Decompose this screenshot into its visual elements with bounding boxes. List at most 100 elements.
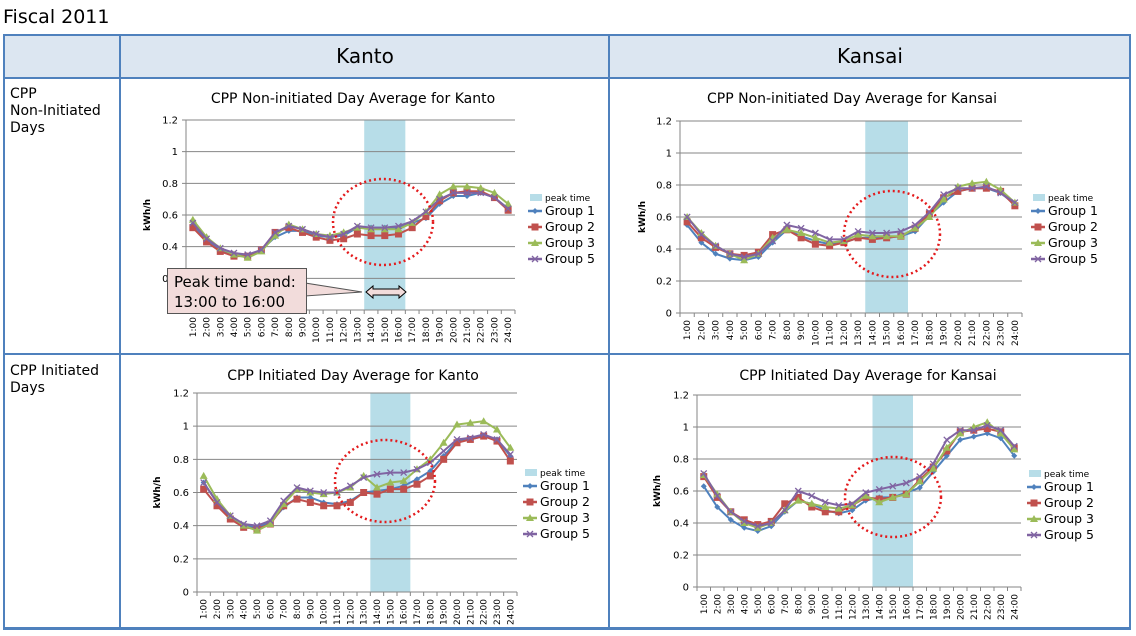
group3-marker	[493, 425, 501, 433]
group5-marker	[808, 492, 816, 500]
group3-marker	[466, 418, 475, 426]
group5-marker	[463, 189, 471, 197]
group2-marker	[426, 472, 434, 480]
x-tick-label: 19:00	[440, 599, 450, 625]
group5-marker	[911, 221, 919, 229]
group5-marker	[490, 194, 498, 202]
x-tick-label: 3:00	[216, 317, 226, 337]
table-border-top	[4, 34, 1130, 36]
group5-marker	[340, 230, 348, 238]
legend-label: Group 2	[540, 494, 590, 509]
x-tick-label: 24:00	[1011, 320, 1021, 346]
x-tick-label: 21:00	[466, 599, 476, 625]
group5-marker	[449, 189, 457, 197]
group3-marker	[797, 229, 806, 236]
x-tick-label: 11:00	[826, 320, 836, 346]
group1-marker	[712, 250, 719, 257]
legend-label: Group 3	[1044, 511, 1094, 526]
y-tick-label: 0	[666, 309, 672, 320]
group3-marker	[1030, 515, 1038, 522]
x-tick-label: 19:00	[943, 594, 953, 620]
group2-marker	[531, 223, 539, 231]
group2-marker	[312, 233, 320, 241]
group2-marker	[360, 489, 368, 496]
group2-marker	[326, 236, 334, 244]
group2-marker	[954, 187, 962, 195]
legend-label: Group 1	[1044, 479, 1094, 494]
group1-marker	[741, 524, 748, 531]
legend-label: Group 5	[540, 526, 590, 541]
group5-marker	[826, 235, 834, 243]
group5-marker	[1011, 199, 1019, 207]
x-tick-label: 15:00	[883, 320, 893, 346]
highlight-circle	[333, 438, 437, 524]
x-tick-label: 15:00	[381, 317, 391, 343]
group3-marker	[435, 190, 444, 198]
group5-marker	[367, 224, 375, 232]
legend-label: Group 5	[1048, 251, 1098, 266]
x-tick-label: 11:00	[333, 599, 343, 625]
legend-label-peak: peak time	[540, 469, 586, 479]
group3-marker	[939, 195, 948, 203]
group1-marker	[700, 483, 707, 490]
group2-marker	[440, 455, 448, 463]
x-tick-label: 24:00	[1010, 594, 1020, 620]
y-tick-label: 1.2	[162, 116, 178, 127]
group5-marker	[868, 229, 876, 237]
group5-marker	[968, 184, 976, 192]
group3-marker	[807, 499, 816, 507]
group5-marker	[727, 508, 735, 516]
highlight-circle	[331, 177, 435, 267]
x-tick-label: 1:00	[189, 317, 199, 337]
series-line-group-5	[192, 191, 509, 256]
group5-marker	[381, 224, 389, 232]
group5-marker	[440, 447, 448, 455]
y-tick-label: 0.6	[673, 487, 689, 498]
group3-marker	[882, 232, 891, 240]
legend-label: Group 2	[1044, 495, 1094, 510]
y-axis-label: kWh/h	[653, 475, 663, 507]
group5-marker	[386, 469, 394, 477]
legend-swatch-peak	[1033, 194, 1045, 201]
y-tick-label: 0.2	[656, 277, 672, 288]
x-tick-label: 21:00	[463, 317, 473, 343]
group3-marker	[794, 496, 803, 504]
series-line-group-2	[686, 187, 1016, 257]
x-tick-label: 5:00	[754, 594, 764, 614]
group2-marker	[797, 234, 805, 242]
x-tick-label: 23:00	[493, 599, 503, 625]
group5-marker	[889, 482, 897, 490]
group2-marker	[740, 251, 748, 259]
x-tick-label: 5:00	[244, 317, 254, 337]
x-tick-label: 11:00	[326, 317, 336, 343]
group5-marker	[280, 497, 288, 505]
group2-marker	[346, 498, 354, 506]
x-tick-label: 22:00	[983, 594, 993, 620]
group5-marker	[943, 436, 951, 444]
series-line-group-2	[702, 427, 1016, 526]
group5-marker	[506, 450, 514, 458]
callout-line2: 13:00 to 16:00	[174, 293, 286, 311]
group5-marker	[697, 231, 705, 239]
table-border-row	[4, 353, 1130, 355]
group3-marker	[925, 213, 934, 220]
group3-marker	[1034, 239, 1042, 246]
legend-label-peak: peak time	[1048, 194, 1094, 204]
y-tick-label: 1	[183, 422, 189, 433]
group5-marker	[240, 520, 248, 528]
group3-marker	[202, 233, 211, 241]
group5-marker	[203, 235, 211, 243]
group5-marker	[453, 435, 461, 443]
group5-marker	[925, 208, 933, 216]
group3-marker	[697, 229, 706, 236]
group3-marker	[504, 199, 513, 207]
group5-marker	[480, 430, 488, 438]
y-tick-label: 0.4	[173, 521, 189, 532]
x-tick-label: 8:00	[783, 320, 793, 340]
group3-marker	[188, 215, 197, 223]
group2-marker	[353, 230, 361, 238]
group2-marker	[285, 224, 293, 232]
group5-marker	[713, 492, 721, 500]
y-axis-label: kWh/h	[638, 201, 648, 233]
group2-marker	[226, 515, 234, 523]
